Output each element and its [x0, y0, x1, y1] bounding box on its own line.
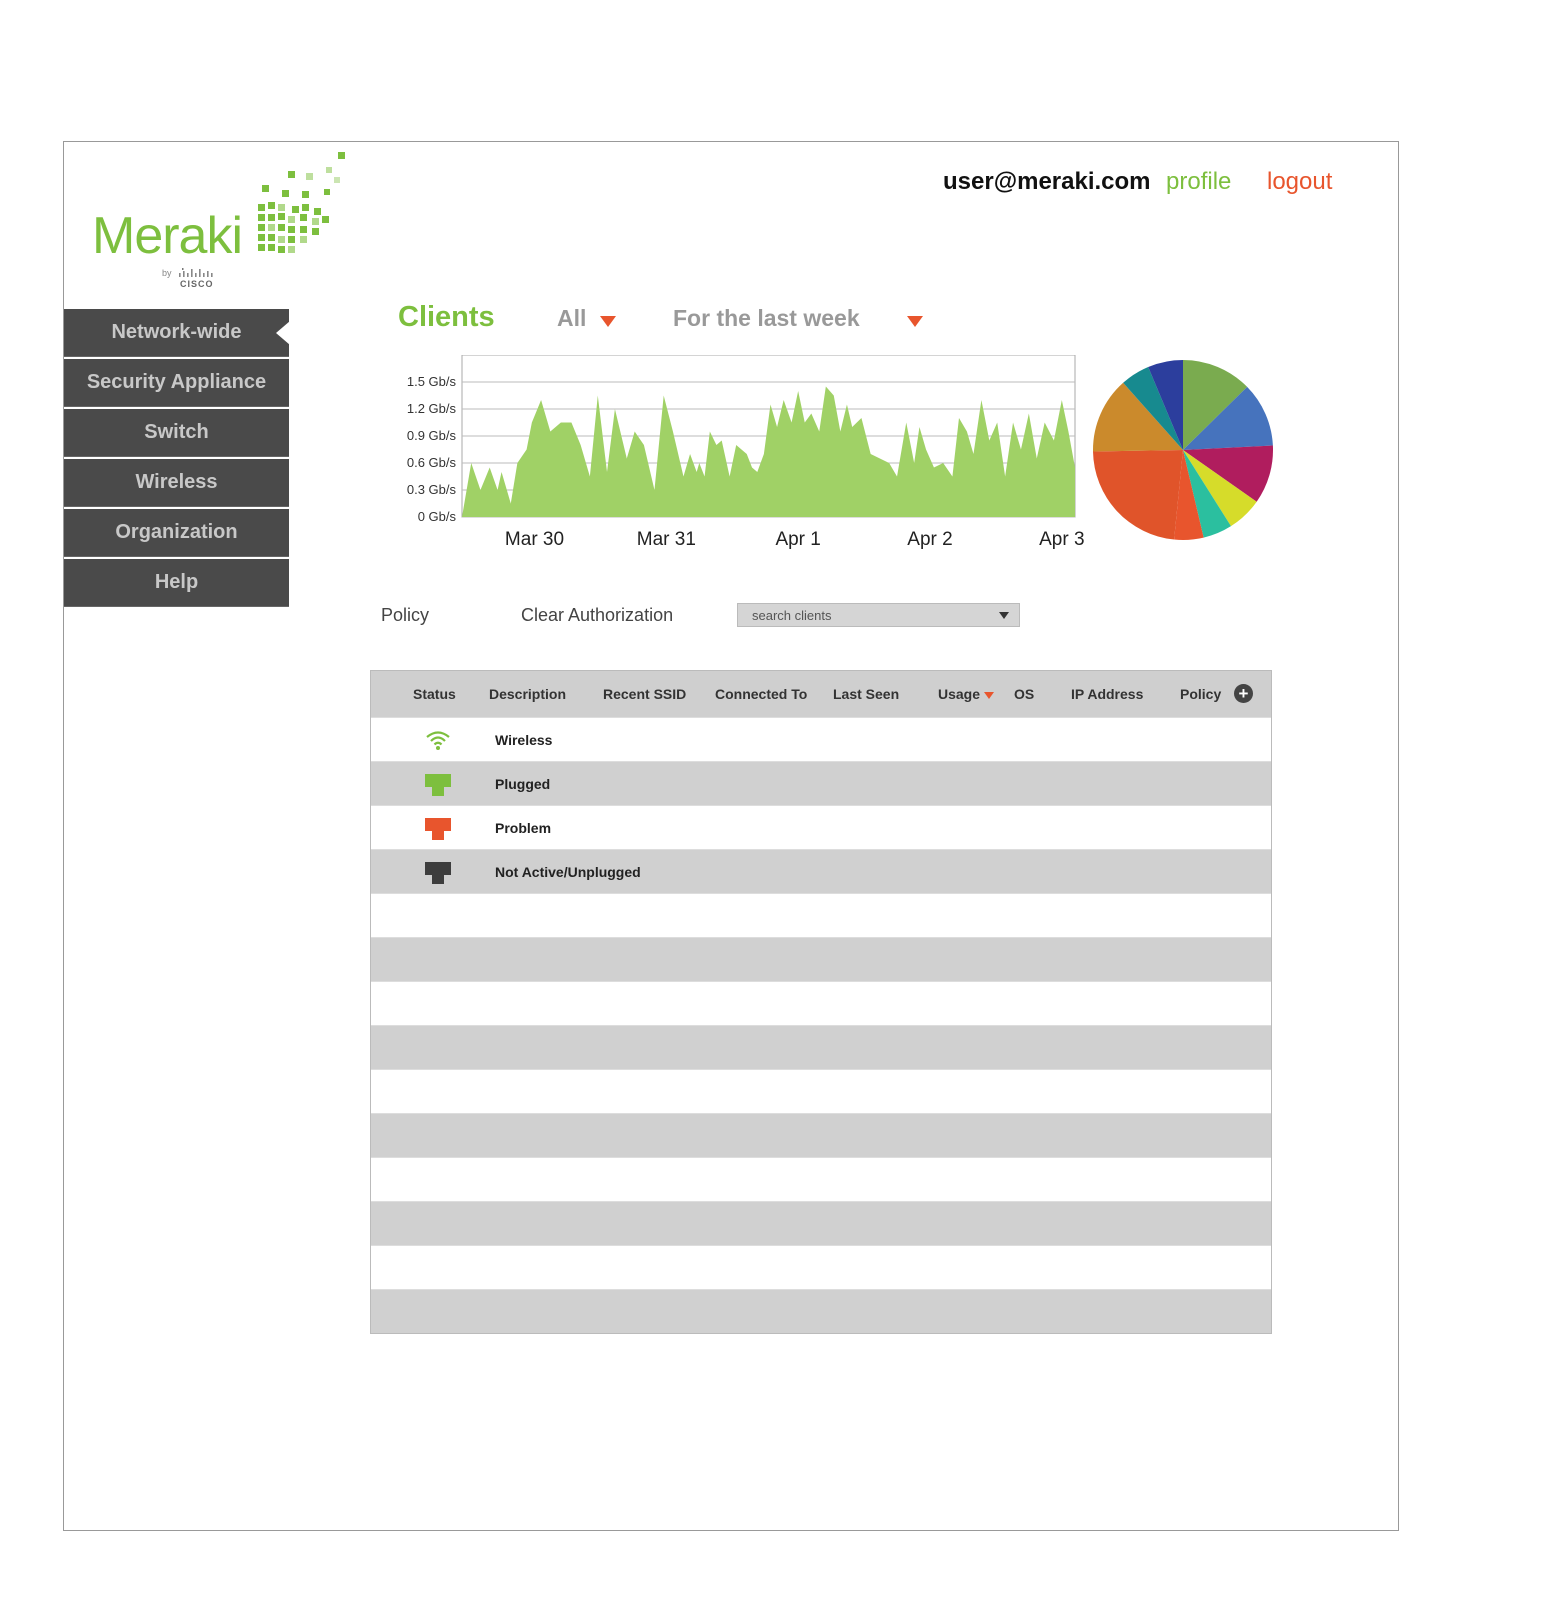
column-description[interactable]: Description: [489, 686, 567, 702]
table-row[interactable]: Not Active/Unplugged: [371, 849, 1271, 893]
policy-button[interactable]: Policy: [381, 605, 430, 625]
ethernet-plugged-icon: [425, 774, 451, 796]
logo-wordmark: Meraki: [92, 207, 243, 265]
table-row: [371, 1069, 1271, 1113]
table-row[interactable]: Problem: [371, 805, 1271, 849]
wifi-icon: [426, 731, 450, 750]
table-row: [371, 1113, 1271, 1157]
pie-slice[interactable]: [1183, 386, 1273, 450]
column-recent-ssid[interactable]: Recent SSID: [603, 686, 687, 702]
page-title: Clients: [398, 301, 495, 333]
y-tick-label: 1.5 Gb/s: [407, 374, 457, 389]
table-row: [371, 937, 1271, 981]
row-description: Plugged: [495, 776, 551, 792]
column-last-seen[interactable]: Last Seen: [833, 686, 900, 702]
column-usage[interactable]: Usage: [938, 671, 995, 717]
pie-slice[interactable]: [1183, 445, 1273, 502]
pie-slice[interactable]: [1123, 366, 1183, 450]
column-connected-to[interactable]: Connected To: [715, 686, 808, 702]
x-tick-label: Apr 3: [1039, 529, 1084, 550]
logo-by-text: by: [162, 268, 172, 278]
pie-slice[interactable]: [1093, 450, 1183, 540]
logo-pixel-mark: [182, 152, 345, 270]
y-tick-label: 0.9 Gb/s: [407, 428, 457, 443]
x-tick-label: Mar 31: [637, 529, 696, 550]
ethernet-problem-icon: [425, 818, 451, 840]
y-tick-label: 1.2 Gb/s: [407, 401, 457, 416]
sidebar-item-network-wide[interactable]: Network-wide: [64, 309, 290, 357]
table-row[interactable]: Wireless: [371, 717, 1271, 761]
app-frame: [63, 141, 1399, 1531]
pie-slice[interactable]: [1183, 360, 1248, 450]
sidebar-item-switch[interactable]: Switch: [64, 409, 289, 457]
row-description: Problem: [495, 820, 552, 836]
client-type-dropdown-icon[interactable]: [600, 316, 616, 327]
time-range-filter[interactable]: For the last week: [673, 305, 860, 331]
ethernet-inactive-icon: [425, 862, 451, 884]
row-description: Wireless: [495, 732, 553, 748]
empty-rows: [371, 893, 1271, 1333]
table-row: [371, 1201, 1271, 1245]
table-row: [371, 1245, 1271, 1289]
column-ip-address[interactable]: IP Address: [1071, 686, 1144, 702]
table-header: Status Description Recent SSID Connected…: [371, 671, 1271, 717]
logo-cisco-text: CISCO: [180, 279, 214, 289]
pie-slice[interactable]: [1093, 382, 1183, 452]
table-row: [371, 1289, 1271, 1333]
y-tick-label: 0.6 Gb/s: [407, 455, 457, 470]
pie-slice[interactable]: [1148, 360, 1183, 450]
table-row: [371, 981, 1271, 1025]
time-range-dropdown-icon[interactable]: [907, 316, 923, 327]
table-row: [371, 893, 1271, 937]
sidebar-item-help[interactable]: Help: [64, 559, 289, 607]
clear-authorization-button[interactable]: Clear Authorization: [521, 605, 674, 625]
row-description: Not Active/Unplugged: [495, 864, 641, 880]
meraki-logo[interactable]: Meraki by CISCO: [92, 150, 352, 300]
table-row: [371, 1157, 1271, 1201]
table-row[interactable]: Plugged: [371, 761, 1271, 805]
sidebar-item-wireless[interactable]: Wireless: [64, 459, 289, 507]
user-menu: user@meraki.com profile logout: [900, 168, 1360, 208]
pie-slice[interactable]: [1183, 450, 1257, 527]
x-tick-label: Apr 2: [907, 529, 952, 550]
sidebar-nav: Network-wide Security Appliance Switch W…: [64, 309, 290, 609]
clients-table: Status Description Recent SSID Connected…: [370, 670, 1272, 1334]
x-tick-label: Apr 1: [775, 529, 820, 550]
search-input[interactable]: [738, 604, 992, 626]
column-usage-label: Usage: [938, 686, 981, 702]
sort-desc-icon[interactable]: [984, 691, 995, 699]
table-row: [371, 1025, 1271, 1069]
sidebar-item-security-appliance[interactable]: Security Appliance: [64, 359, 289, 407]
sidebar-item-organization[interactable]: Organization: [64, 509, 289, 557]
column-os[interactable]: OS: [1014, 686, 1035, 702]
pie-slice[interactable]: [1183, 450, 1231, 538]
y-tick-label: 0 Gb/s: [418, 509, 457, 524]
search-clients-box[interactable]: [737, 603, 1020, 627]
pie-slice[interactable]: [1174, 450, 1204, 540]
y-tick-label: 0.3 Gb/s: [407, 482, 457, 497]
x-tick-label: Mar 30: [505, 529, 564, 550]
logout-link[interactable]: logout: [1267, 168, 1333, 195]
chevron-down-icon[interactable]: [999, 612, 1009, 619]
usage-area-series: [462, 386, 1075, 517]
column-policy[interactable]: Policy: [1180, 686, 1222, 702]
user-email: user@meraki.com: [943, 168, 1151, 195]
cisco-bars-icon: [179, 269, 213, 277]
client-type-filter[interactable]: All: [557, 305, 587, 331]
add-column-icon[interactable]: +: [1234, 684, 1253, 703]
column-status[interactable]: Status: [413, 686, 456, 702]
usage-area-chart: 1.5 Gb/s 1.2 Gb/s 0.9 Gb/s 0.6 Gb/s 0.3 Gb/s…: [407, 355, 1085, 550]
client-pie-chart: [1093, 360, 1273, 540]
profile-link[interactable]: profile: [1166, 168, 1232, 195]
